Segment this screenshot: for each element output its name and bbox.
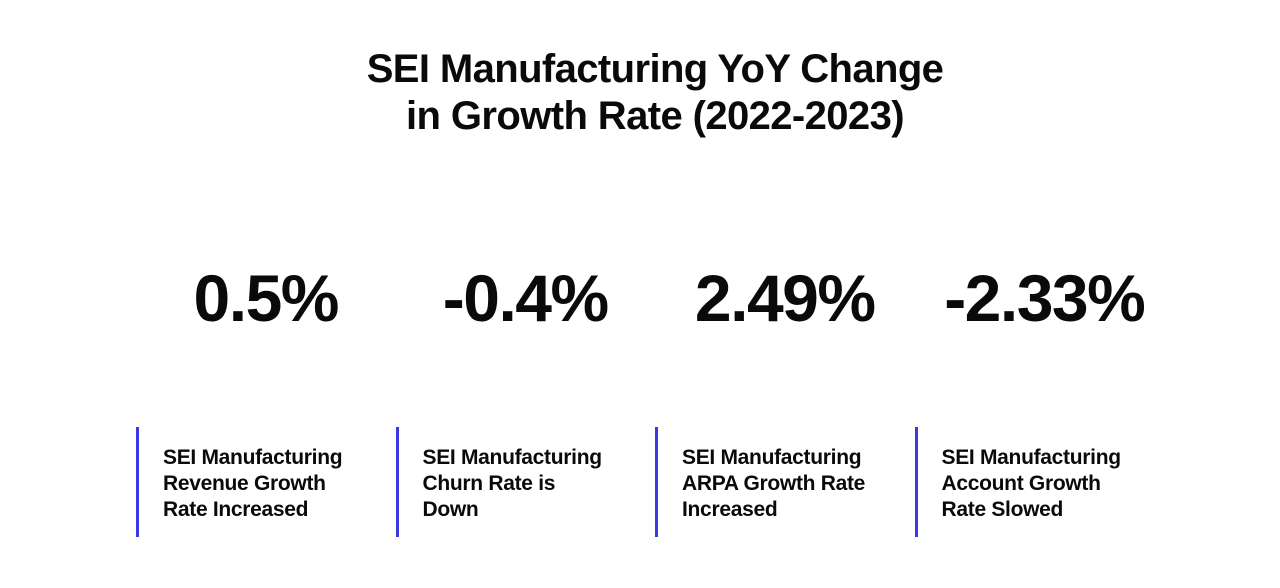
- stat-value-revenue-growth: 0.5%: [193, 261, 340, 335]
- kpi-dashboard: SEI Manufacturing YoY Change in Growth R…: [136, 0, 1174, 537]
- stat-label-arpa-growth: SEI Manufacturing ARPA Growth Rate Incre…: [655, 427, 915, 537]
- label-line: Rate Increased: [163, 498, 309, 521]
- label-line: SEI Manufacturing: [163, 446, 343, 469]
- stat-value-churn-rate: -0.4%: [442, 261, 609, 335]
- page-title-line-1: SEI Manufacturing YoY Change: [366, 47, 944, 91]
- label-line: Account Growth: [941, 472, 1101, 495]
- label-line: Revenue Growth: [163, 472, 326, 495]
- label-line: Churn Rate is: [422, 472, 556, 495]
- stat-value-account-growth: -2.33%: [944, 261, 1146, 335]
- label-line: SEI Manufacturing: [682, 446, 862, 469]
- label-line: SEI Manufacturing: [422, 446, 603, 469]
- stat-label-revenue-growth: SEI Manufacturing Revenue Growth Rate In…: [136, 427, 396, 537]
- label-line: Rate Slowed: [941, 498, 1064, 521]
- label-line: SEI Manufacturing: [941, 446, 1122, 469]
- page-title-line-2: in Growth Rate (2022-2023): [406, 94, 905, 138]
- labels-row: SEI Manufacturing Revenue Growth Rate In…: [136, 427, 1174, 537]
- label-line: Increased: [682, 498, 778, 521]
- label-line: Down: [422, 498, 479, 521]
- stat-label-churn-rate: SEI Manufacturing Churn Rate is Down: [395, 427, 656, 537]
- label-line: ARPA Growth Rate: [682, 472, 866, 495]
- stat-label-account-growth: SEI Manufacturing Account Growth Rate Sl…: [914, 427, 1175, 537]
- stats-row: 0.5% -0.4% 2.49% -2.33%: [136, 265, 1174, 331]
- page-title: SEI Manufacturing YoY Change in Growth R…: [136, 46, 1174, 140]
- stat-value-arpa-growth: 2.49%: [694, 261, 876, 335]
